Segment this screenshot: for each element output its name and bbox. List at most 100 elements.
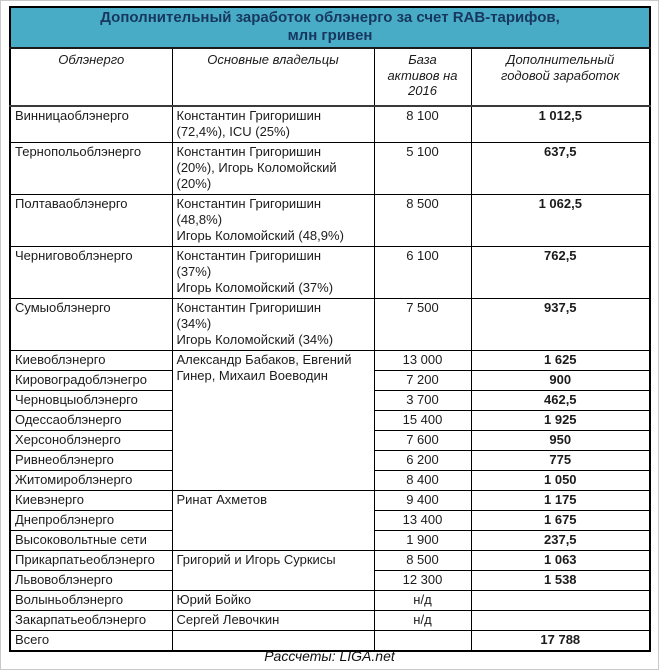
cell-asset-base: 8 500 (373, 550, 472, 571)
table-row: Киевэнерго Ринат Ахметов 9 400 1 175 (9, 490, 651, 551)
cell-asset-base: 12 300 (373, 570, 472, 591)
cell-asset-base: 3 700 (373, 390, 472, 411)
cell-owner: Константин Григоришин (34%) Игорь Коломо… (171, 298, 375, 351)
cell-annual-earnings: 775 (470, 450, 651, 471)
cell-oblenergo: Закарпатьеоблэнерго (9, 610, 173, 631)
table-row: Высоковольтные сети 1 900 237,5 (9, 530, 651, 551)
table-row: Волыньоблэнерго Юрий Бойко н/д (9, 590, 651, 611)
table-row: Кировоградоблэнегро 7 200 900 (9, 370, 651, 391)
cell-annual-earnings: 1 175 (470, 490, 651, 511)
table-body: Винницаоблэнерго Константин Григоришин (7… (9, 105, 651, 652)
title-row: Дополнительный заработок облэнерго за сч… (9, 6, 651, 49)
cell-annual-earnings: 950 (470, 430, 651, 451)
cell-oblenergo: Львовоблэнерго (9, 570, 173, 591)
cell-asset-base: 13 000 (373, 350, 472, 371)
total-label: Всего (9, 630, 173, 652)
cell-oblenergo: Кировоградоблэнегро (9, 370, 173, 391)
source-caption: Рассчеты: LIGA.net (264, 648, 395, 664)
total-asset-base (373, 630, 472, 652)
table-row: Тернопольоблэнерго Константин Григоришин … (9, 142, 651, 195)
table-row: Черниговоблэнерго Константин Григоришин (… (9, 246, 651, 299)
cell-owner: Константин Григоришин (37%) Игорь Коломо… (171, 246, 375, 299)
table-row: Винницаоблэнерго Константин Григоришин (7… (9, 105, 651, 143)
cell-asset-base: 6 100 (373, 246, 472, 299)
table-title-line2: млн гривен (287, 27, 373, 44)
cell-asset-base: 15 400 (373, 410, 472, 431)
cell-asset-base: 8 500 (373, 194, 472, 247)
cell-owner: Ринат Ахметов (171, 490, 375, 551)
table-title: Дополнительный заработок облэнерго за сч… (9, 6, 651, 49)
cell-asset-base: 8 100 (373, 105, 472, 143)
cell-owner: Константин Григоришин (20%), Игорь Колом… (171, 142, 375, 195)
cell-annual-earnings (470, 590, 651, 611)
table-row: Киевоблэнерго Александр Бабаков, Евгений … (9, 350, 651, 491)
total-row: Всего 17 788 (9, 630, 651, 652)
cell-owner: Юрий Бойко (171, 590, 375, 611)
cell-annual-earnings: 1 675 (470, 510, 651, 531)
cell-oblenergo: Житомироблэнерго (9, 470, 173, 491)
table-row: Прикарпатьеоблэнерго Григорий и Игорь Сур… (9, 550, 651, 591)
table-title-line1: Дополнительный заработок облэнерго за сч… (100, 9, 560, 26)
table-row: Херсоноблэнерго 7 600 950 (9, 430, 651, 451)
cell-oblenergo: Высоковольтные сети (9, 530, 173, 551)
cell-owner: Александр Бабаков, Евгений Гинер, Михаил… (171, 350, 375, 491)
cell-asset-base: н/д (373, 610, 472, 631)
cell-oblenergo: Черновцыоблэнерго (9, 390, 173, 411)
table-row: Ривнеоблэнерго 6 200 775 (9, 450, 651, 471)
rab-tariff-table: Дополнительный заработок облэнерго за сч… (9, 6, 652, 652)
cell-oblenergo: Прикарпатьеоблэнерго (9, 550, 173, 571)
col-header-owners: Основные владельцы (171, 47, 375, 107)
cell-annual-earnings: 1 538 (470, 570, 651, 591)
cell-asset-base: 6 200 (373, 450, 472, 471)
table-row: Закарпатьеоблэнерго Сергей Левочкин н/д (9, 610, 651, 631)
table-row: Черновцыоблэнерго 3 700 462,5 (9, 390, 651, 411)
cell-owner: Константин Григоришин (72,4%), ICU (25%) (171, 105, 375, 143)
cell-oblenergo: Волыньоблэнерго (9, 590, 173, 611)
cell-annual-earnings: 1 012,5 (470, 105, 651, 143)
cell-oblenergo: Черниговоблэнерго (9, 246, 173, 299)
cell-oblenergo: Полтаваоблэнерго (9, 194, 173, 247)
cell-annual-earnings: 237,5 (470, 530, 651, 551)
table-row: Полтаваоблэнерго Константин Григоришин (4… (9, 194, 651, 247)
cell-asset-base: 5 100 (373, 142, 472, 195)
cell-asset-base: 13 400 (373, 510, 472, 531)
cell-oblenergo: Тернопольоблэнерго (9, 142, 173, 195)
table-row: Житомироблэнерго 8 400 1 050 (9, 470, 651, 491)
cell-asset-base: 8 400 (373, 470, 472, 491)
cell-asset-base: н/д (373, 590, 472, 611)
cell-asset-base: 7 200 (373, 370, 472, 391)
cell-oblenergo: Ривнеоблэнерго (9, 450, 173, 471)
cell-annual-earnings: 1 063 (470, 550, 651, 571)
cell-oblenergo: Киевэнерго (9, 490, 173, 511)
table-row: Сумыоблэнерго Константин Григоришин (34%)… (9, 298, 651, 351)
cell-annual-earnings: 900 (470, 370, 651, 391)
col-header-annual-earnings: Дополнительный годовой заработок (470, 47, 651, 107)
cell-oblenergo: Киевоблэнерго (9, 350, 173, 371)
cell-annual-earnings: 462,5 (470, 390, 651, 411)
cell-asset-base: 7 600 (373, 430, 472, 451)
cell-owner: Сергей Левочкин (171, 610, 375, 631)
cell-owner: Константин Григоришин (48,8%) Игорь Коло… (171, 194, 375, 247)
total-owner (171, 630, 375, 652)
cell-owner: Григорий и Игорь Суркисы (171, 550, 375, 591)
cell-annual-earnings: 1 062,5 (470, 194, 651, 247)
cell-annual-earnings: 1 050 (470, 470, 651, 491)
cell-annual-earnings: 762,5 (470, 246, 651, 299)
total-annual-earnings: 17 788 (470, 630, 651, 652)
cell-annual-earnings (470, 610, 651, 631)
cell-annual-earnings: 937,5 (470, 298, 651, 351)
table-row: Львовоблэнерго 12 300 1 538 (9, 570, 651, 591)
col-header-oblenergo: Облэнерго (9, 47, 173, 107)
header-row: Облэнерго Основные владельцы База активо… (9, 47, 651, 107)
cell-asset-base: 7 500 (373, 298, 472, 351)
cell-annual-earnings: 1 625 (470, 350, 651, 371)
cell-asset-base: 9 400 (373, 490, 472, 511)
cell-oblenergo: Днепроблэнерго (9, 510, 173, 531)
cell-annual-earnings: 1 925 (470, 410, 651, 431)
col-header-asset-base: База активов на 2016 (373, 47, 472, 107)
cell-asset-base: 1 900 (373, 530, 472, 551)
cell-oblenergo: Одессаоблэнерго (9, 410, 173, 431)
cell-oblenergo: Винницаоблэнерго (9, 105, 173, 143)
cell-annual-earnings: 637,5 (470, 142, 651, 195)
